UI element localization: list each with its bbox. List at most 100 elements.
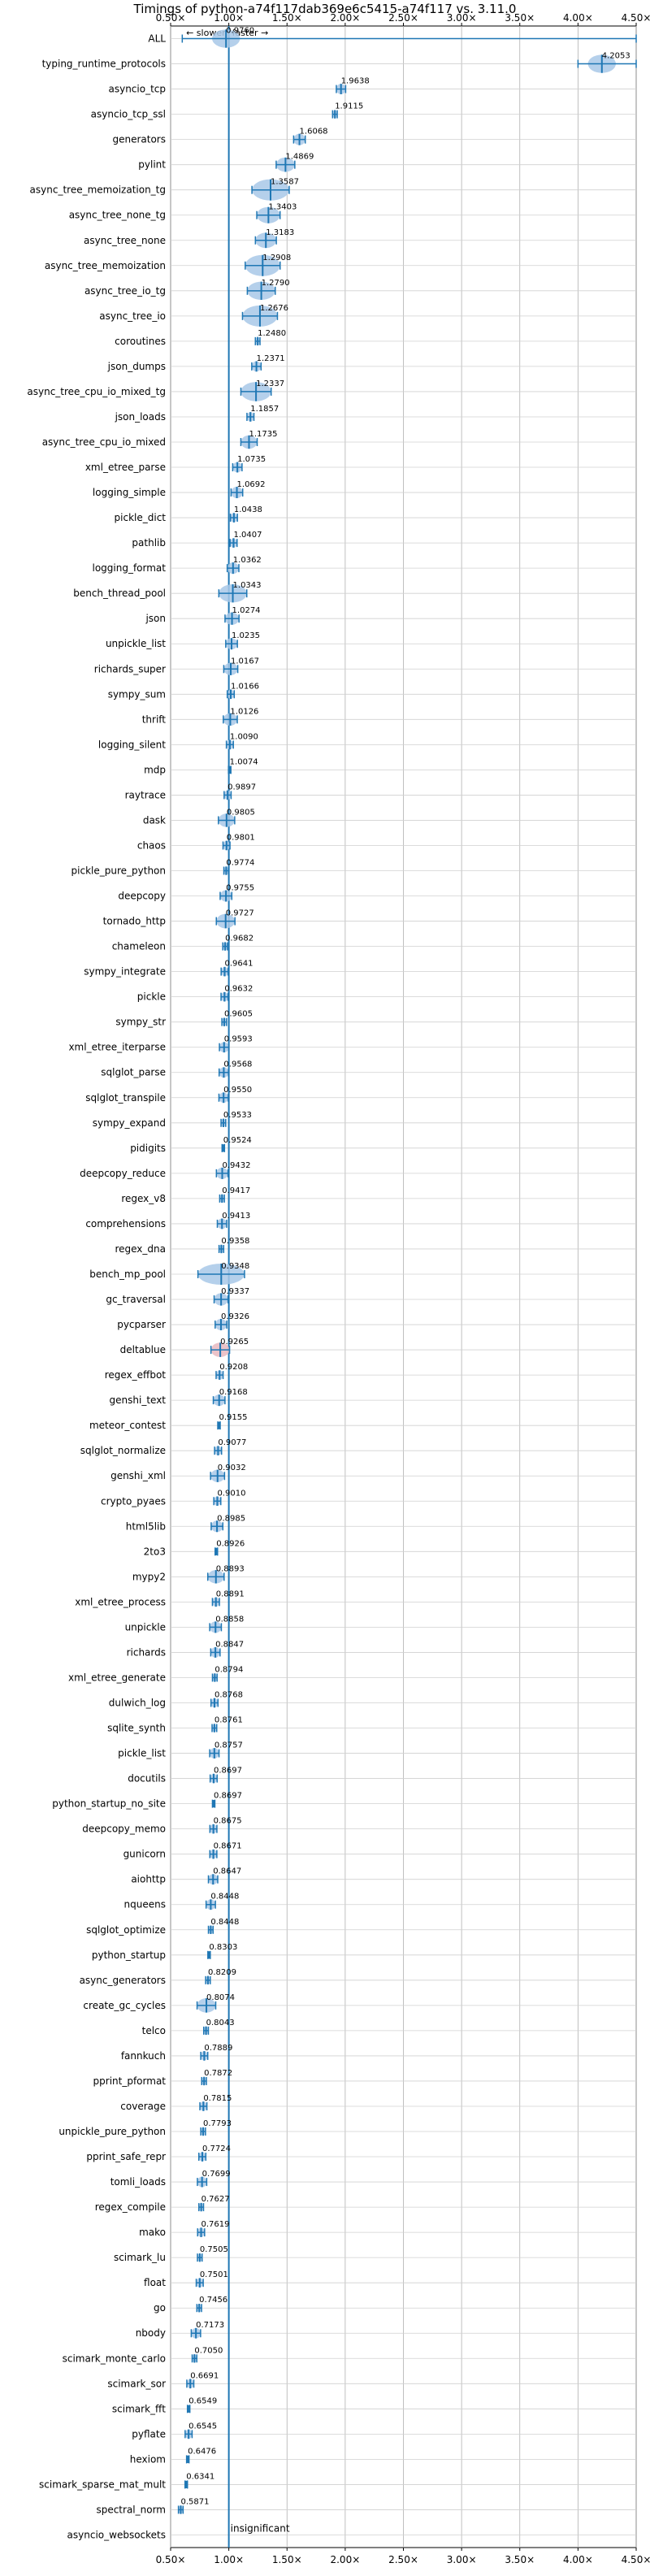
value-label-docutils: 0.8697 (214, 1767, 242, 1776)
y-label-sqlglot_normalize: sqlglot_normalize (80, 1445, 166, 1456)
y-label-meteor_contest: meteor_contest (89, 1420, 166, 1431)
value-label-python_startup_no_site: 0.8697 (214, 1792, 242, 1801)
x-tick-label-top: 2.00× (330, 12, 360, 24)
y-label-regex_compile: regex_compile (95, 2201, 166, 2213)
value-label-async_tree_io_tg: 1.2790 (262, 279, 290, 288)
y-label-xml_etree_parse: xml_etree_parse (85, 462, 166, 473)
value-label-tomli_loads: 0.7699 (202, 2170, 231, 2179)
y-label-raytrace: raytrace (125, 789, 166, 800)
y-label-pycparser: pycparser (117, 1319, 166, 1330)
value-label-bench_mp_pool: 0.9348 (221, 1262, 249, 1271)
x-tick-label-bottom: 4.00× (563, 2554, 593, 2565)
value-label-scimark_sparse_mat_mult: 0.6341 (186, 2472, 214, 2481)
value-label-pidigits: 0.9524 (223, 1136, 252, 1145)
value-label-thrift: 1.0126 (230, 707, 258, 716)
y-label-pickle: pickle (137, 991, 166, 1003)
y-label-sqlglot_transpile: sqlglot_transpile (85, 1092, 166, 1104)
y-label-python_startup: python_startup (92, 1949, 166, 1961)
value-label-python_startup: 0.8303 (209, 1943, 237, 1952)
value-label-xml_etree_iterparse: 0.9593 (224, 1035, 253, 1044)
y-label-coverage: coverage (120, 2101, 166, 2112)
y-label-pidigits: pidigits (130, 1143, 166, 1154)
y-label-regex_dna: regex_dna (115, 1243, 166, 1255)
value-label-float: 0.7501 (200, 2270, 228, 2279)
value-label-json_dumps: 1.2371 (257, 354, 285, 363)
y-label-nbody: nbody (136, 2327, 166, 2339)
value-label-raytrace: 0.9897 (228, 783, 256, 791)
y-label-sqlglot_optimize: sqlglot_optimize (86, 1924, 166, 1936)
value-label-go: 0.7456 (199, 2296, 228, 2305)
x-tick-label-top: 1.50× (272, 12, 302, 24)
value-label-gunicorn: 0.8671 (214, 1842, 242, 1851)
y-label-telco: telco (142, 2025, 166, 2036)
value-label-sqlglot_transpile: 0.9550 (223, 1086, 252, 1095)
value-label-sympy_expand: 0.9533 (223, 1111, 252, 1120)
value-label-async_tree_cpu_io_mixed: 1.1735 (249, 430, 277, 439)
y-label-fannkuch: fannkuch (121, 2050, 166, 2062)
y-label-sympy_expand: sympy_expand (93, 1117, 166, 1129)
y-label-logging_simple: logging_simple (93, 487, 166, 498)
x-tick-label-top: 3.50× (505, 12, 535, 24)
x-tick-label-top: 4.00× (563, 12, 593, 24)
value-label-scimark_monte_carlo: 0.7050 (194, 2346, 223, 2355)
y-label-async_tree_cpu_io_mixed_tg: async_tree_cpu_io_mixed_tg (27, 386, 166, 397)
x-tick-label-top: 1.00× (214, 12, 244, 24)
value-label-pprint_pformat: 0.7872 (204, 2069, 232, 2078)
y-label-create_gc_cycles: create_gc_cycles (83, 2000, 166, 2011)
y-label-deepcopy_memo: deepcopy_memo (82, 1824, 166, 1835)
value-label-pycparser: 0.9326 (221, 1312, 249, 1321)
y-label-pickle_list: pickle_list (118, 1748, 166, 1759)
y-label-genshi_text: genshi_text (110, 1394, 167, 1406)
value-label-html5lib: 0.8985 (217, 1514, 245, 1523)
y-label-mdp: mdp (144, 764, 166, 775)
y-label-chameleon: chameleon (112, 941, 166, 952)
value-label-scimark_fft: 0.6549 (188, 2396, 217, 2405)
value-label-pickle_dict: 1.0438 (234, 505, 262, 514)
x-tick-label-top: 3.00× (447, 12, 477, 24)
value-label-regex_compile: 0.7627 (202, 2195, 230, 2204)
y-label-asyncio_tcp: asyncio_tcp (108, 84, 166, 95)
y-label-bench_mp_pool: bench_mp_pool (89, 1268, 166, 1280)
value-label-crypto_pyaes: 0.9010 (217, 1489, 245, 1498)
value-label-scimark_lu: 0.7505 (200, 2245, 228, 2254)
y-label-async_tree_memoization_tg: async_tree_memoization_tg (30, 184, 166, 196)
y-label-pylint: pylint (138, 159, 166, 171)
value-label-pathlib: 1.0407 (233, 531, 262, 540)
y-label-coroutines: coroutines (115, 336, 166, 347)
y-label-bench_thread_pool: bench_thread_pool (73, 588, 166, 599)
y-label-deepcopy: deepcopy (118, 891, 166, 902)
value-label-async_generators: 0.8209 (208, 1968, 236, 1977)
y-label-tornado_http: tornado_http (103, 916, 166, 927)
y-label-logging_silent: logging_silent (98, 739, 166, 750)
value-label-chaos: 0.9801 (227, 833, 255, 842)
value-label-async_tree_memoization_tg: 1.3587 (271, 178, 299, 187)
value-label-sqlglot_optimize: 0.8448 (210, 1918, 239, 1927)
value-label-unpickle_pure_python: 0.7793 (203, 2119, 232, 2128)
y-label-regex_effbot: regex_effbot (105, 1369, 167, 1381)
y-label-docutils: docutils (128, 1773, 166, 1785)
value-label-generators: 1.6068 (300, 128, 328, 137)
value-label-deepcopy: 0.9755 (226, 884, 254, 893)
x-tick-label-bottom: 2.00× (330, 2554, 360, 2565)
x-tick-label-bottom: 1.50× (272, 2554, 302, 2565)
y-label-pickle_pure_python: pickle_pure_python (72, 865, 166, 877)
y-label-sympy_sum: sympy_sum (108, 688, 166, 700)
y-label-richards_super: richards_super (94, 663, 166, 674)
value-label-deepcopy_memo: 0.8675 (214, 1817, 242, 1826)
value-label-xml_etree_process: 0.8891 (216, 1589, 245, 1598)
y-label-generators: generators (112, 134, 166, 145)
y-label-html5lib: html5lib (126, 1520, 166, 1532)
value-label-sqlglot_parse: 0.9568 (223, 1060, 252, 1069)
x-tick-label-top: 2.50× (388, 12, 418, 24)
y-label-async_tree_none_tg: async_tree_none_tg (69, 210, 166, 221)
y-label-pyflate: pyflate (132, 2428, 166, 2439)
value-label-bench_thread_pool: 1.0343 (233, 581, 262, 590)
value-label-hexiom: 0.6476 (188, 2447, 216, 2456)
y-label-pickle_dict: pickle_dict (115, 512, 167, 523)
y-label-asyncio_tcp_ssl: asyncio_tcp_ssl (91, 109, 166, 120)
value-label-sympy_integrate: 0.9641 (224, 960, 253, 969)
value-label-logging_format: 1.0362 (233, 556, 262, 565)
value-label-mdp: 1.0074 (230, 757, 258, 766)
x-tick-label-bottom: 4.50× (622, 2554, 650, 2565)
